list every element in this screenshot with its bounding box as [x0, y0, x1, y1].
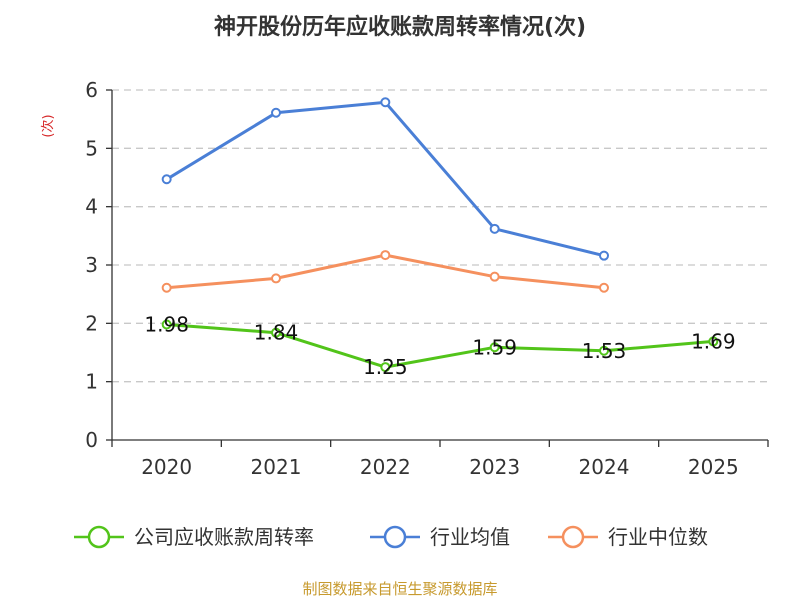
y-tick-label: 3: [85, 253, 98, 277]
y-ticks: 0 1 2 3 4 5 6: [85, 78, 98, 452]
legend-label: 行业均值: [430, 525, 510, 549]
legend-label: 公司应收账款周转率: [134, 525, 314, 549]
x-tick-label: 2020: [141, 455, 192, 479]
legend-item[interactable]: 行业均值: [370, 525, 510, 549]
data-label: 1.25: [363, 355, 408, 379]
y-tick-label: 4: [85, 195, 98, 219]
y-axis-label: (次): [40, 114, 56, 137]
axes: [106, 89, 769, 447]
legend-item[interactable]: 行业中位数: [548, 525, 708, 549]
data-point[interactable]: [161, 174, 172, 185]
y-tick-label: 6: [85, 78, 98, 102]
legend-label: 行业中位数: [608, 525, 708, 549]
series-line-1: [165, 100, 605, 258]
series-group: [161, 97, 719, 373]
data-point[interactable]: [271, 107, 281, 118]
x-tick-label: 2024: [579, 455, 630, 479]
legend-marker: [561, 525, 585, 549]
data-point[interactable]: [599, 345, 609, 356]
x-tick-label: 2023: [469, 455, 520, 479]
data-label: 1.98: [144, 313, 189, 337]
legend[interactable]: 公司应收账款周转率 行业均值 行业中位数: [74, 525, 708, 549]
gridlines: [112, 89, 768, 383]
data-point[interactable]: [161, 319, 172, 330]
data-point[interactable]: [380, 362, 391, 373]
data-label: 1.53: [582, 339, 627, 363]
x-tick-label: 2021: [251, 455, 302, 479]
data-point[interactable]: [380, 97, 391, 108]
data-labels: 1.98 1.84 1.25 1.59 1.53 1.69: [144, 313, 735, 380]
data-label: 1.59: [472, 335, 517, 359]
y-tick-label: 0: [85, 428, 98, 452]
y-tick-label: 5: [85, 136, 98, 160]
data-point[interactable]: [489, 342, 500, 353]
source-note: 制图数据来自恒生聚源数据库: [302, 580, 497, 598]
data-label: 1.84: [254, 321, 299, 345]
data-point[interactable]: [599, 282, 609, 293]
data-label: 1.69: [691, 329, 736, 353]
x-tick-label: 2022: [360, 455, 411, 479]
data-point[interactable]: [708, 336, 719, 347]
y-tick-label: 2: [85, 311, 98, 335]
chart-title: 神开股份历年应收账款周转率情况(次): [214, 14, 586, 40]
x-tick-label: 2025: [688, 455, 739, 479]
data-point[interactable]: [489, 223, 500, 234]
data-point[interactable]: [161, 282, 172, 293]
legend-marker: [87, 525, 111, 549]
data-point[interactable]: [599, 250, 609, 261]
data-point[interactable]: [489, 271, 500, 282]
series-line-0: [166, 323, 714, 369]
data-point[interactable]: [271, 273, 281, 284]
legend-item[interactable]: 公司应收账款周转率: [74, 525, 314, 549]
data-point[interactable]: [271, 327, 281, 338]
y-tick-label: 1: [85, 370, 98, 394]
data-point[interactable]: [380, 250, 391, 261]
legend-marker: [383, 525, 407, 549]
x-ticks: 2020 2021 2022 2023 2024 2025: [141, 455, 739, 479]
